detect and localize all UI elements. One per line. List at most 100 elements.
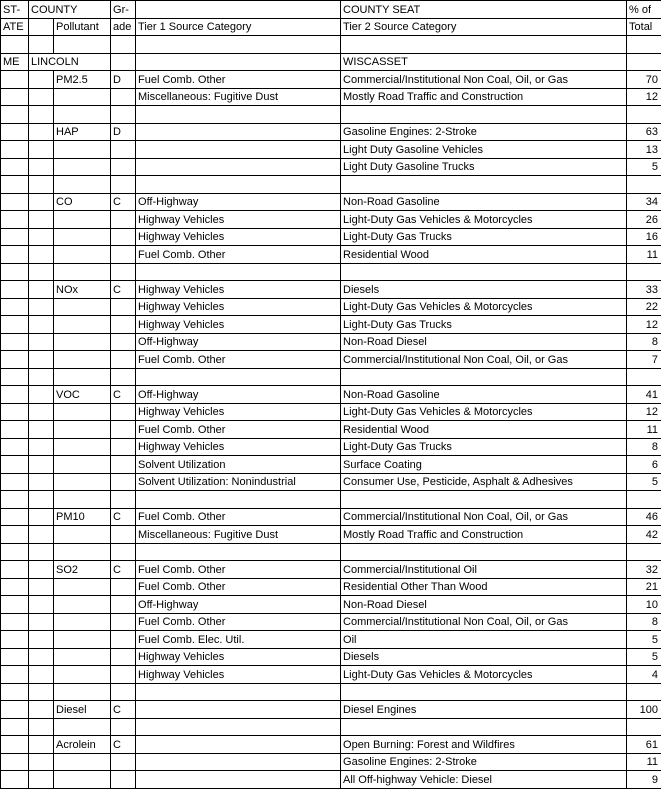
cell-tier1: Fuel Comb. Other	[136, 246, 341, 264]
cell-tier2: Non-Road Diesel	[341, 333, 627, 351]
header-pollutant: Pollutant	[54, 18, 111, 36]
cell-tier1	[136, 141, 341, 159]
cell-county-sub	[29, 386, 54, 404]
cell-pollutant: NOx	[54, 281, 111, 299]
cell-tier2: Commercial/Institutional Non Coal, Oil, …	[341, 508, 627, 526]
cell-state	[1, 631, 29, 649]
cell-tier2: Light-Duty Gas Vehicles & Motorcycles	[341, 298, 627, 316]
cell-tier2: Commercial/Institutional Non Coal, Oil, …	[341, 71, 627, 89]
spacer-row	[1, 176, 661, 194]
cell-tier2: Light-Duty Gas Vehicles & Motorcycles	[341, 666, 627, 684]
cell-county-sub	[29, 281, 54, 299]
cell-pollutant	[54, 753, 111, 771]
cell-grade: C	[111, 386, 136, 404]
cell-pct: 5	[627, 631, 661, 649]
cell-tier1	[136, 701, 341, 719]
cell-tier2: Residential Wood	[341, 421, 627, 439]
cell-tier2	[341, 491, 627, 509]
cell-pollutant: CO	[54, 193, 111, 211]
cell-tier1	[136, 683, 341, 701]
spacer-row	[1, 543, 661, 561]
cell-grade	[111, 666, 136, 684]
cell-tier2	[341, 368, 627, 386]
cell-tier2: Non-Road Diesel	[341, 596, 627, 614]
cell-tier1: Highway Vehicles	[136, 403, 341, 421]
cell-grade	[111, 141, 136, 159]
cell-county-sub	[29, 123, 54, 141]
cell-state	[1, 246, 29, 264]
cell-grade	[111, 228, 136, 246]
cell-pct	[627, 368, 661, 386]
cell-pollutant: Acrolein	[54, 736, 111, 754]
cell-grade	[111, 718, 136, 736]
cell-pct: 6	[627, 456, 661, 474]
cell-state: ME	[1, 53, 29, 71]
cell-tier2: Light Duty Gasoline Vehicles	[341, 141, 627, 159]
cell-county-sub	[29, 508, 54, 526]
cell-tier2: Open Burning: Forest and Wildfires	[341, 736, 627, 754]
cell-state	[1, 561, 29, 579]
cell-pct: 34	[627, 193, 661, 211]
cell-pct: 10	[627, 596, 661, 614]
header-tier1: Tier 1 Source Category	[136, 18, 341, 36]
cell-grade	[111, 368, 136, 386]
cell-county-sub	[29, 228, 54, 246]
cell-tier1: Solvent Utilization: Nonindustrial	[136, 473, 341, 491]
cell-tier2: Non-Road Gasoline	[341, 193, 627, 211]
cell-county-sub	[29, 596, 54, 614]
cell-county-sub	[29, 141, 54, 159]
cell-grade: C	[111, 561, 136, 579]
cell-pct: 61	[627, 736, 661, 754]
cell-tier2: Light Duty Gasoline Trucks	[341, 158, 627, 176]
cell-county-sub	[29, 36, 54, 54]
cell-tier1	[136, 123, 341, 141]
cell-pct	[627, 53, 661, 71]
cell-tier2: Mostly Road Traffic and Construction	[341, 526, 627, 544]
cell-pct	[627, 718, 661, 736]
cell-pollutant	[54, 613, 111, 631]
cell-pollutant	[54, 36, 111, 54]
cell-state	[1, 596, 29, 614]
cell-tier1: Highway Vehicles	[136, 666, 341, 684]
cell-tier1	[136, 771, 341, 789]
spacer-row	[1, 263, 661, 281]
spacer-row	[1, 106, 661, 124]
cell-state	[1, 123, 29, 141]
cell-tier1: Fuel Comb. Other	[136, 508, 341, 526]
cell-grade	[111, 211, 136, 229]
cell-pct: 8	[627, 333, 661, 351]
cell-grade	[111, 543, 136, 561]
cell-county-sub	[29, 683, 54, 701]
header-county-sub	[29, 18, 54, 36]
cell-tier2: Surface Coating	[341, 456, 627, 474]
cell-tier2: Diesels	[341, 648, 627, 666]
spacer-row	[1, 491, 661, 509]
cell-grade	[111, 333, 136, 351]
cell-tier2: Residential Other Than Wood	[341, 578, 627, 596]
cell-tier1	[136, 368, 341, 386]
cell-county-sub	[29, 316, 54, 334]
cell-pct: 4	[627, 666, 661, 684]
cell-pollutant	[54, 333, 111, 351]
cell-tier1: Highway Vehicles	[136, 648, 341, 666]
cell-state	[1, 281, 29, 299]
cell-grade	[111, 298, 136, 316]
spacer-row	[1, 718, 661, 736]
header-pct-line2: Total	[627, 18, 661, 36]
cell-tier2: All Off-highway Vehicle: Diesel	[341, 771, 627, 789]
cell-pct: 8	[627, 438, 661, 456]
cell-tier2: Gasoline Engines: 2-Stroke	[341, 123, 627, 141]
cell-county-sub	[29, 368, 54, 386]
county-row: ME LINCOLN WISCASSET	[1, 53, 661, 71]
